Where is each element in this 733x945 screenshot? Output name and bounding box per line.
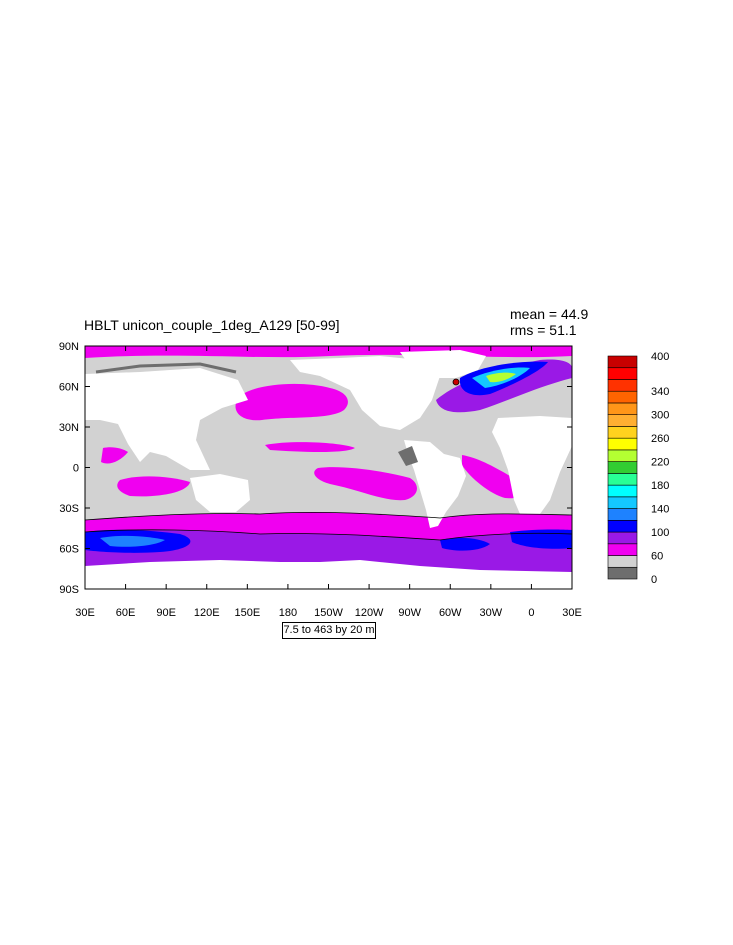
rms-stat: rms = 51.1	[510, 322, 577, 338]
labrador-sea-max	[452, 378, 460, 386]
deep-mixing-blue-4	[440, 537, 490, 551]
indian-ocean-region	[117, 476, 190, 497]
lat-label: 0	[73, 463, 79, 475]
colorbar-label: 300	[651, 410, 669, 422]
lat-label: 60N	[59, 382, 79, 394]
colorbar-box	[607, 566, 638, 580]
lat-label: 60S	[59, 544, 79, 556]
colorbar-box	[607, 461, 638, 474]
colorbar-label: 100	[651, 527, 669, 539]
colorbar-label: 180	[651, 480, 669, 492]
plot-title: HBLT unicon_couple_1deg_A129 [50-99]	[84, 317, 340, 333]
contour-line-1	[85, 511, 572, 521]
equatorial-band	[265, 442, 355, 452]
lon-label: 150E	[234, 607, 260, 619]
arabian-sea-region	[101, 447, 128, 464]
map-field	[85, 346, 572, 589]
colorbar-label: 60	[651, 551, 663, 563]
contour-info-box: 7.5 to 463 by 20 m	[282, 622, 376, 639]
lat-label: 30N	[59, 422, 79, 434]
lat-label: 30S	[59, 503, 79, 515]
longitude-axis: 30E 60E 90E 120E 150E 180 150W 120W 90W 60W 30W 0 30…	[75, 346, 582, 619]
africa-land	[492, 416, 572, 514]
colorbar-box	[607, 473, 638, 486]
latitude-axis: 90N 60N 30N 0 30S 60S 90S	[59, 341, 572, 596]
colorbar-label: 400	[651, 351, 669, 363]
colorbar-box	[607, 355, 638, 369]
north-atlantic-green	[486, 372, 516, 383]
colorbar-box	[607, 390, 638, 404]
colorbar-box	[607, 543, 638, 556]
contour-line-2	[85, 529, 572, 541]
lon-label: 30W	[480, 607, 503, 619]
lat-label: 90S	[59, 584, 79, 596]
lon-label: 120W	[355, 607, 384, 619]
deep-mixing-blue-2	[100, 535, 165, 547]
deep-mixing-blue-3	[510, 529, 572, 549]
antarctica-land	[85, 560, 572, 589]
colorbar-box	[607, 555, 638, 568]
lon-label: 60W	[439, 607, 462, 619]
east-pacific-region	[314, 467, 417, 501]
north-pacific-region	[235, 383, 348, 421]
lon-label: 30E	[75, 607, 95, 619]
colorbar-box	[607, 508, 638, 521]
south-atlantic-region	[462, 455, 525, 499]
lon-label: 60E	[116, 607, 136, 619]
eurasia-land	[85, 368, 248, 470]
colorbar-box	[607, 449, 638, 462]
lon-label: 30E	[562, 607, 582, 619]
mean-stat: mean = 44.9	[510, 306, 589, 322]
lon-label: 90E	[156, 607, 176, 619]
colorbar-label: 140	[651, 504, 669, 516]
australia-land	[190, 474, 250, 512]
lon-label: 0	[528, 607, 534, 619]
lat-label: 90N	[59, 341, 79, 353]
lon-label: 180	[279, 607, 297, 619]
colorbar-box	[607, 437, 638, 451]
greenland-land	[400, 350, 486, 378]
colorbar-box	[607, 402, 638, 415]
colorbar-box	[607, 426, 638, 439]
south-america-land	[404, 440, 466, 528]
colorbar-box	[607, 414, 638, 427]
lon-label: 90W	[398, 607, 421, 619]
colorbar-box	[607, 496, 638, 509]
colorbar-label: 340	[651, 386, 669, 398]
colorbar-label: 260	[651, 433, 669, 445]
north-america-land	[290, 356, 440, 430]
colorbar-box	[607, 531, 638, 545]
colorbar-box	[607, 367, 638, 380]
colorbar-label: 220	[651, 457, 669, 469]
colorbar-box	[607, 379, 638, 392]
colorbar: 400 340 300 260 220 180 140 100 60 0	[607, 351, 669, 586]
lon-label: 150W	[314, 607, 343, 619]
caribbean-dark-patch	[398, 446, 418, 466]
colorbar-box	[607, 484, 638, 498]
lon-label: 120E	[194, 607, 220, 619]
arctic-coast-dark	[95, 362, 237, 374]
colorbar-box	[607, 520, 638, 533]
colorbar-label: 0	[651, 574, 657, 586]
